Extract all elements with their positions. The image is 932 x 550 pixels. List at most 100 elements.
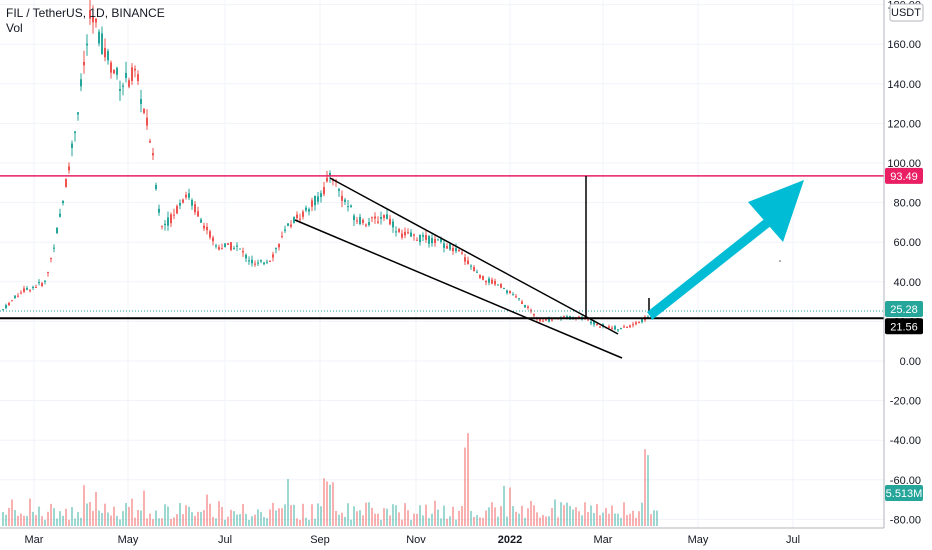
candle-body — [56, 227, 58, 234]
candle-body — [485, 280, 487, 283]
wedge-lower-line — [294, 219, 623, 359]
volume-bar — [119, 519, 121, 526]
candle-body — [467, 260, 469, 264]
volume-bar — [125, 502, 127, 526]
volume-bar — [104, 503, 106, 526]
volume-bar — [224, 519, 226, 526]
candle-body — [158, 208, 160, 213]
candle-body — [641, 319, 643, 323]
volume-bar — [68, 519, 70, 526]
candle-body — [302, 211, 304, 217]
candle-body — [413, 234, 415, 236]
candle-body — [350, 205, 352, 208]
volume-bar — [80, 517, 82, 526]
volume-bar — [77, 512, 79, 526]
candle-body — [410, 232, 412, 237]
candle-body — [8, 302, 10, 306]
candle-body — [371, 217, 373, 219]
volume-bar — [146, 518, 148, 526]
volume-bar — [413, 513, 415, 526]
volume-bar — [197, 511, 199, 526]
volume-bar — [449, 516, 451, 526]
candle-body — [200, 219, 202, 223]
volume-bar — [74, 518, 76, 526]
candle-body — [296, 214, 298, 218]
volume-bar — [143, 490, 145, 526]
volume-bar — [641, 502, 643, 526]
volume-bar — [521, 505, 523, 526]
candle-body — [77, 112, 79, 115]
volume-bar — [2, 512, 4, 526]
candle-body — [434, 238, 436, 244]
resistance-badge-bg — [885, 167, 923, 184]
volume-bar — [530, 501, 532, 526]
candle-body — [143, 108, 145, 113]
volume-bar — [11, 499, 13, 526]
volume-bar — [257, 509, 259, 526]
candle-body — [437, 239, 439, 241]
volume-bar — [608, 513, 610, 526]
volume-bar — [56, 518, 58, 526]
candle-body — [326, 177, 328, 182]
volume-bar — [362, 515, 364, 526]
volume-bar — [422, 515, 424, 526]
volume-bar — [50, 503, 52, 526]
candle-body — [377, 221, 379, 223]
candle-body — [587, 319, 589, 321]
volume-bar — [467, 433, 469, 526]
candle-body — [122, 85, 124, 87]
price-tick-label: 100.00 — [887, 158, 921, 170]
volume-bar — [554, 499, 556, 526]
volume-bar — [488, 507, 490, 526]
candle-body — [386, 214, 388, 219]
candle-body — [269, 260, 271, 262]
volume-bar — [425, 504, 427, 526]
candle-body — [254, 263, 256, 265]
candle-body — [38, 282, 40, 284]
candle-body — [305, 207, 307, 211]
candle-body — [281, 235, 283, 237]
candle-body — [335, 179, 337, 181]
time-tick-label: Mar — [25, 534, 44, 546]
volume-bar — [353, 506, 355, 526]
candle-body — [458, 249, 460, 251]
candle-body — [632, 324, 634, 326]
volume-bar — [182, 514, 184, 526]
candle-body — [344, 199, 346, 202]
candle-body — [599, 326, 601, 328]
volume-bar — [476, 515, 478, 526]
volume-bar — [131, 498, 133, 526]
candle-body — [548, 317, 550, 322]
candle-body — [71, 143, 73, 148]
volume-bar — [113, 506, 115, 526]
volume-bar — [188, 506, 190, 526]
candle-body — [521, 301, 523, 304]
volume-bar — [590, 505, 592, 526]
volume-bar — [275, 510, 277, 526]
volume-bar — [419, 505, 421, 526]
volume-bar — [377, 513, 379, 526]
volume-bar — [512, 506, 514, 526]
candle-body — [623, 326, 625, 328]
candle-body — [395, 231, 397, 233]
volume-bar — [8, 507, 10, 526]
candle-body — [461, 252, 463, 254]
candle-body — [356, 220, 358, 222]
volume-bar — [122, 511, 124, 526]
volume-bar — [227, 516, 229, 526]
volume-bar — [218, 501, 220, 526]
volume-bar — [293, 504, 295, 526]
volume-bar — [155, 510, 157, 526]
volume-bar — [515, 511, 517, 526]
candle-body — [446, 246, 448, 249]
volume-bar — [200, 511, 202, 526]
volume-badge-bg — [885, 485, 923, 501]
volume-bar — [32, 511, 34, 526]
candle-body — [464, 257, 466, 262]
symbol-title: FIL / TetherUS, 1D, BINANCE — [6, 6, 165, 20]
volume-bar — [38, 506, 40, 526]
volume-bar — [206, 494, 208, 526]
candle-body — [17, 295, 19, 297]
candle-body — [224, 243, 226, 247]
